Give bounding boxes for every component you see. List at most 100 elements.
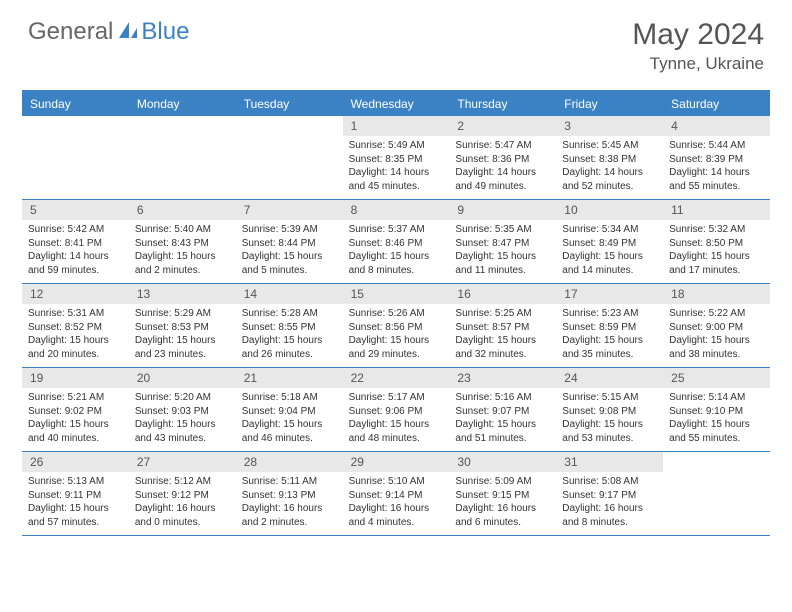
sunset-text: Sunset: 8:41 PM	[28, 237, 123, 251]
sunrise-text: Sunrise: 5:09 AM	[455, 475, 550, 489]
day-header-tue: Tuesday	[236, 92, 343, 116]
calendar: Sunday Monday Tuesday Wednesday Thursday…	[22, 90, 770, 536]
day-cell: 30Sunrise: 5:09 AMSunset: 9:15 PMDayligh…	[449, 452, 556, 535]
day-cell: 31Sunrise: 5:08 AMSunset: 9:17 PMDayligh…	[556, 452, 663, 535]
sunrise-text: Sunrise: 5:20 AM	[135, 391, 230, 405]
sunrise-text: Sunrise: 5:32 AM	[669, 223, 764, 237]
day-details: Sunrise: 5:35 AMSunset: 8:47 PMDaylight:…	[449, 220, 556, 283]
day-details: Sunrise: 5:20 AMSunset: 9:03 PMDaylight:…	[129, 388, 236, 451]
sunrise-text: Sunrise: 5:47 AM	[455, 139, 550, 153]
day-number: 25	[663, 368, 770, 388]
sunrise-text: Sunrise: 5:16 AM	[455, 391, 550, 405]
day-details: Sunrise: 5:09 AMSunset: 9:15 PMDaylight:…	[449, 472, 556, 535]
daylight-text: Daylight: 15 hours and 14 minutes.	[562, 250, 657, 277]
sunset-text: Sunset: 8:46 PM	[349, 237, 444, 251]
daylight-text: Daylight: 15 hours and 8 minutes.	[349, 250, 444, 277]
daylight-text: Daylight: 16 hours and 2 minutes.	[242, 502, 337, 529]
sunset-text: Sunset: 9:08 PM	[562, 405, 657, 419]
day-cell: 14Sunrise: 5:28 AMSunset: 8:55 PMDayligh…	[236, 284, 343, 367]
day-details: Sunrise: 5:26 AMSunset: 8:56 PMDaylight:…	[343, 304, 450, 367]
daylight-text: Daylight: 14 hours and 52 minutes.	[562, 166, 657, 193]
daylight-text: Daylight: 15 hours and 53 minutes.	[562, 418, 657, 445]
week-row: 1Sunrise: 5:49 AMSunset: 8:35 PMDaylight…	[22, 116, 770, 200]
daylight-text: Daylight: 14 hours and 49 minutes.	[455, 166, 550, 193]
sunset-text: Sunset: 8:35 PM	[349, 153, 444, 167]
day-number: 12	[22, 284, 129, 304]
day-details: Sunrise: 5:21 AMSunset: 9:02 PMDaylight:…	[22, 388, 129, 451]
sunrise-text: Sunrise: 5:29 AM	[135, 307, 230, 321]
sunset-text: Sunset: 8:50 PM	[669, 237, 764, 251]
sunset-text: Sunset: 9:13 PM	[242, 489, 337, 503]
day-cell: 19Sunrise: 5:21 AMSunset: 9:02 PMDayligh…	[22, 368, 129, 451]
day-cell: 1Sunrise: 5:49 AMSunset: 8:35 PMDaylight…	[343, 116, 450, 199]
day-details: Sunrise: 5:47 AMSunset: 8:36 PMDaylight:…	[449, 136, 556, 199]
sunrise-text: Sunrise: 5:14 AM	[669, 391, 764, 405]
day-details: Sunrise: 5:13 AMSunset: 9:11 PMDaylight:…	[22, 472, 129, 535]
day-number: 2	[449, 116, 556, 136]
day-cell: 7Sunrise: 5:39 AMSunset: 8:44 PMDaylight…	[236, 200, 343, 283]
day-number: 29	[343, 452, 450, 472]
sunrise-text: Sunrise: 5:21 AM	[28, 391, 123, 405]
sunset-text: Sunset: 8:38 PM	[562, 153, 657, 167]
day-header-thu: Thursday	[449, 92, 556, 116]
day-header-fri: Friday	[556, 92, 663, 116]
day-number: 28	[236, 452, 343, 472]
sunrise-text: Sunrise: 5:44 AM	[669, 139, 764, 153]
sunset-text: Sunset: 8:49 PM	[562, 237, 657, 251]
day-number: 26	[22, 452, 129, 472]
day-number: 24	[556, 368, 663, 388]
week-row: 26Sunrise: 5:13 AMSunset: 9:11 PMDayligh…	[22, 452, 770, 536]
day-cell: 3Sunrise: 5:45 AMSunset: 8:38 PMDaylight…	[556, 116, 663, 199]
day-details: Sunrise: 5:15 AMSunset: 9:08 PMDaylight:…	[556, 388, 663, 451]
day-cell: 4Sunrise: 5:44 AMSunset: 8:39 PMDaylight…	[663, 116, 770, 199]
day-number: 17	[556, 284, 663, 304]
day-header-mon: Monday	[129, 92, 236, 116]
daylight-text: Daylight: 15 hours and 20 minutes.	[28, 334, 123, 361]
day-number: 7	[236, 200, 343, 220]
day-details: Sunrise: 5:45 AMSunset: 8:38 PMDaylight:…	[556, 136, 663, 199]
sunset-text: Sunset: 8:36 PM	[455, 153, 550, 167]
sunset-text: Sunset: 9:06 PM	[349, 405, 444, 419]
sunset-text: Sunset: 9:15 PM	[455, 489, 550, 503]
week-row: 12Sunrise: 5:31 AMSunset: 8:52 PMDayligh…	[22, 284, 770, 368]
daylight-text: Daylight: 15 hours and 40 minutes.	[28, 418, 123, 445]
day-cell	[22, 116, 129, 199]
day-details: Sunrise: 5:42 AMSunset: 8:41 PMDaylight:…	[22, 220, 129, 283]
weeks-container: 1Sunrise: 5:49 AMSunset: 8:35 PMDaylight…	[22, 116, 770, 536]
day-details: Sunrise: 5:22 AMSunset: 9:00 PMDaylight:…	[663, 304, 770, 367]
sunrise-text: Sunrise: 5:17 AM	[349, 391, 444, 405]
daylight-text: Daylight: 15 hours and 35 minutes.	[562, 334, 657, 361]
day-cell: 22Sunrise: 5:17 AMSunset: 9:06 PMDayligh…	[343, 368, 450, 451]
day-cell: 29Sunrise: 5:10 AMSunset: 9:14 PMDayligh…	[343, 452, 450, 535]
day-cell: 23Sunrise: 5:16 AMSunset: 9:07 PMDayligh…	[449, 368, 556, 451]
daylight-text: Daylight: 15 hours and 23 minutes.	[135, 334, 230, 361]
month-title: May 2024	[632, 18, 764, 52]
daylight-text: Daylight: 14 hours and 55 minutes.	[669, 166, 764, 193]
daylight-text: Daylight: 15 hours and 55 minutes.	[669, 418, 764, 445]
sunset-text: Sunset: 9:12 PM	[135, 489, 230, 503]
day-number: 5	[22, 200, 129, 220]
day-cell: 21Sunrise: 5:18 AMSunset: 9:04 PMDayligh…	[236, 368, 343, 451]
daylight-text: Daylight: 14 hours and 45 minutes.	[349, 166, 444, 193]
day-header-sat: Saturday	[663, 92, 770, 116]
daylight-text: Daylight: 15 hours and 57 minutes.	[28, 502, 123, 529]
day-number: 31	[556, 452, 663, 472]
sunrise-text: Sunrise: 5:13 AM	[28, 475, 123, 489]
daylight-text: Daylight: 15 hours and 32 minutes.	[455, 334, 550, 361]
day-cell: 16Sunrise: 5:25 AMSunset: 8:57 PMDayligh…	[449, 284, 556, 367]
day-cell: 26Sunrise: 5:13 AMSunset: 9:11 PMDayligh…	[22, 452, 129, 535]
day-cell: 18Sunrise: 5:22 AMSunset: 9:00 PMDayligh…	[663, 284, 770, 367]
day-details: Sunrise: 5:29 AMSunset: 8:53 PMDaylight:…	[129, 304, 236, 367]
daylight-text: Daylight: 16 hours and 8 minutes.	[562, 502, 657, 529]
day-cell: 28Sunrise: 5:11 AMSunset: 9:13 PMDayligh…	[236, 452, 343, 535]
sunrise-text: Sunrise: 5:45 AM	[562, 139, 657, 153]
day-cell: 11Sunrise: 5:32 AMSunset: 8:50 PMDayligh…	[663, 200, 770, 283]
sunset-text: Sunset: 9:14 PM	[349, 489, 444, 503]
sunrise-text: Sunrise: 5:18 AM	[242, 391, 337, 405]
header: General Blue May 2024 Tynne, Ukraine	[0, 0, 792, 82]
day-cell: 2Sunrise: 5:47 AMSunset: 8:36 PMDaylight…	[449, 116, 556, 199]
day-number: 21	[236, 368, 343, 388]
logo-sail-icon	[117, 20, 139, 45]
daylight-text: Daylight: 15 hours and 51 minutes.	[455, 418, 550, 445]
day-details: Sunrise: 5:16 AMSunset: 9:07 PMDaylight:…	[449, 388, 556, 451]
